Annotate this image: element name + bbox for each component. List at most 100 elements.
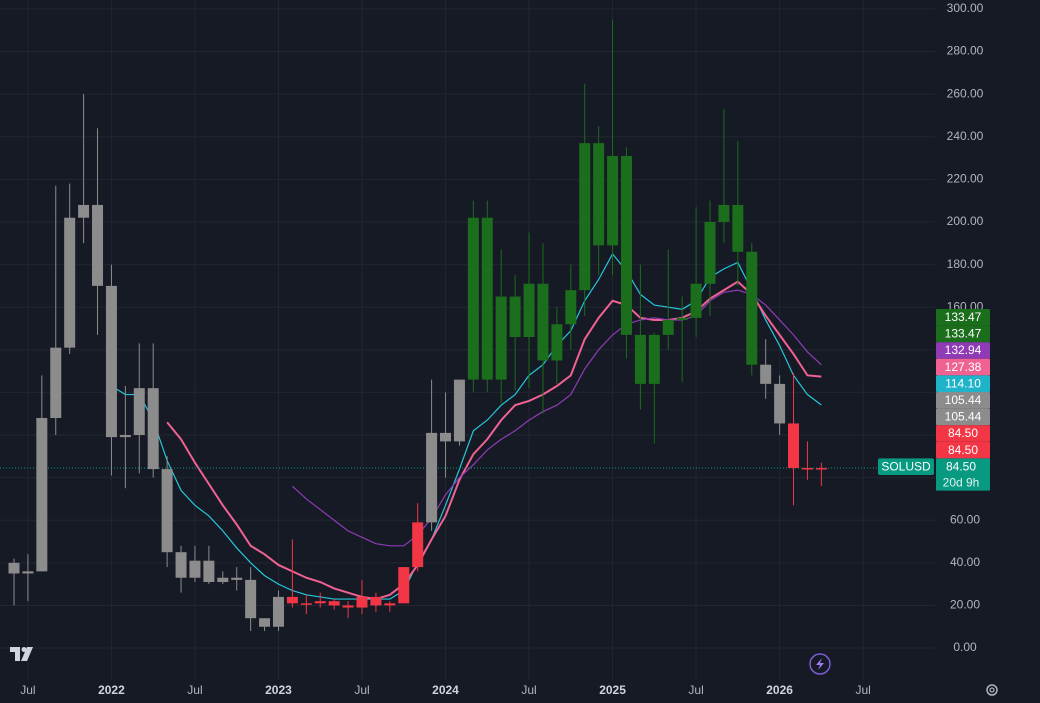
- candle-body: [732, 204, 744, 252]
- candle-body: [801, 468, 813, 470]
- y-tick-label: 240.00: [947, 129, 984, 143]
- candle-body: [648, 334, 660, 384]
- candle-body: [119, 435, 131, 438]
- candle-body: [788, 423, 800, 469]
- moving-average-line: [291, 289, 822, 547]
- candle-body: [662, 319, 674, 335]
- candle-body: [523, 283, 535, 338]
- candle-body: [398, 567, 410, 604]
- candle-body: [8, 562, 20, 574]
- x-tick-label: 2025: [599, 683, 626, 697]
- candle-body: [161, 469, 173, 553]
- plot: [0, 19, 935, 632]
- x-tick-label: Jul: [688, 683, 703, 697]
- price-label-box: [936, 309, 990, 326]
- candle-body: [467, 217, 479, 380]
- price-label: 105.44: [945, 410, 982, 424]
- candle-body: [774, 383, 786, 424]
- candle-body: [105, 285, 117, 438]
- candle-body: [412, 522, 424, 568]
- candle-body: [495, 296, 507, 380]
- price-label-box: [936, 358, 990, 376]
- price-label: 133.47: [945, 310, 982, 324]
- candle-body: [259, 618, 271, 627]
- candle-body: [704, 221, 716, 284]
- candle-body: [328, 601, 340, 606]
- x-tick-label: 2022: [98, 683, 125, 697]
- price-label: 132.94: [945, 343, 982, 357]
- moving-average-line: [111, 252, 822, 600]
- candle-body: [36, 417, 48, 572]
- candle-body: [718, 204, 730, 222]
- x-tick-label: 2023: [265, 683, 292, 697]
- countdown-label: 20d 9h: [943, 475, 980, 489]
- candle-body: [453, 379, 465, 442]
- candle-body: [607, 155, 619, 246]
- candle-body: [440, 432, 452, 442]
- candle-body: [175, 552, 187, 578]
- price-label: 105.44: [945, 393, 982, 407]
- candle-body: [676, 317, 688, 320]
- candle-body: [147, 388, 159, 470]
- candle-body: [760, 364, 772, 384]
- candle-body: [314, 601, 326, 604]
- candle-body: [593, 143, 605, 246]
- last-price-label: 84.50: [946, 459, 976, 473]
- y-tick-label: 260.00: [947, 86, 984, 100]
- candle-body: [746, 251, 758, 365]
- candle-body: [537, 283, 549, 361]
- y-tick-label: 60.00: [950, 512, 980, 526]
- candle-body: [565, 290, 577, 325]
- price-label: 84.50: [948, 443, 978, 457]
- price-label-box: [936, 342, 990, 359]
- candle-body: [551, 324, 563, 361]
- moving-average-line: [166, 280, 822, 601]
- price-label-box: [936, 375, 990, 392]
- axis: 0.0020.0040.0060.0080.00100.00120.00140.…: [20, 1, 990, 697]
- symbol-box: [878, 458, 934, 475]
- y-tick-label: 200.00: [947, 214, 984, 228]
- y-tick-label: 0.00: [953, 640, 977, 654]
- price-label: 114.10: [945, 376, 981, 390]
- y-tick-label: 280.00: [947, 44, 984, 58]
- candle-body: [579, 143, 591, 291]
- y-tick-label: 220.00: [947, 172, 984, 186]
- x-tick-label: 2024: [432, 683, 459, 697]
- flash-icon[interactable]: [809, 653, 831, 675]
- candle-body: [272, 596, 284, 627]
- candle-body: [509, 296, 521, 338]
- candle-body: [370, 596, 382, 606]
- candle-body: [426, 432, 438, 523]
- candle-body: [64, 217, 76, 348]
- candle-body: [690, 283, 702, 318]
- candle-body: [78, 204, 90, 218]
- candle-body: [481, 217, 493, 380]
- y-tick-label: 40.00: [950, 555, 980, 569]
- candle-body: [384, 603, 396, 606]
- candle-body: [50, 347, 62, 418]
- candle-body: [217, 577, 229, 583]
- last-price-box: [936, 458, 990, 491]
- x-tick-label: Jul: [521, 683, 536, 697]
- x-tick-label: Jul: [20, 683, 35, 697]
- x-tick-label: Jul: [187, 683, 202, 697]
- price-label: 127.38: [945, 360, 982, 374]
- price-label-box: [936, 325, 990, 343]
- settings-icon[interactable]: [986, 684, 998, 696]
- candle-body: [92, 204, 104, 286]
- symbol-label: SOLUSD: [881, 459, 931, 473]
- y-tick-label: 180.00: [947, 257, 984, 271]
- candle-body: [620, 155, 632, 335]
- price-label-box: [936, 425, 990, 442]
- candle-body: [133, 388, 145, 436]
- price-label: 84.50: [948, 426, 978, 440]
- candle-body: [245, 579, 257, 619]
- x-tick-label: Jul: [354, 683, 369, 697]
- candle-body: [342, 605, 354, 608]
- price-label-box: [936, 408, 990, 426]
- price-label: 133.47: [945, 327, 982, 341]
- candle-body: [203, 560, 215, 583]
